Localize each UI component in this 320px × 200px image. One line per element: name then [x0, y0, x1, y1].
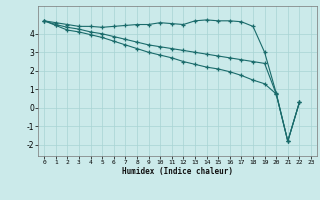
X-axis label: Humidex (Indice chaleur): Humidex (Indice chaleur) [122, 167, 233, 176]
